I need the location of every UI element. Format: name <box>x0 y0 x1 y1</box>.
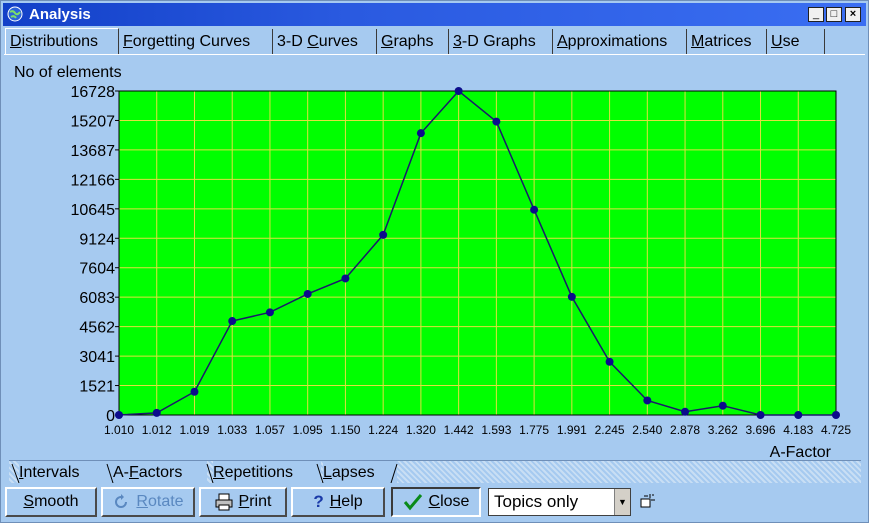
data-point <box>115 411 123 419</box>
close-button[interactable]: Close <box>391 487 481 517</box>
help-icon: ? <box>313 492 324 511</box>
distribution-panel <box>4 54 865 459</box>
subtab-lapses[interactable]: Lapses <box>323 461 397 483</box>
y-tick-label: 1521 <box>79 379 115 396</box>
tab-3d-curves[interactable]: 3-D Curves <box>273 29 377 54</box>
x-tick-label: 1.033 <box>217 423 247 437</box>
subtab-intervals[interactable]: Intervals <box>19 461 113 483</box>
smooth-button[interactable]: Smooth <box>5 487 97 517</box>
x-axis-title: A-Factor <box>770 444 832 461</box>
topics-filter-select[interactable]: Topics only ▼ <box>488 488 631 516</box>
data-point <box>567 292 576 301</box>
data-point <box>265 308 274 317</box>
window-title: Analysis <box>29 6 91 23</box>
data-point <box>832 411 840 419</box>
data-point <box>190 387 199 396</box>
data-point <box>152 408 161 417</box>
y-tick-label: 13687 <box>71 143 116 160</box>
data-point <box>341 274 350 283</box>
x-tick-label: 1.593 <box>481 423 511 437</box>
analysis-tabs: Distributions Forgetting Curves 3-D Curv… <box>5 28 865 55</box>
data-point <box>454 87 463 95</box>
plot-area <box>118 90 837 416</box>
x-tick-label: 1.150 <box>330 423 360 437</box>
x-tick-label: 1.775 <box>519 423 549 437</box>
distribution-chart: 1.010 1.012 1.019 1.033 1.057 1.095 1.150 1.224… <box>71 84 852 461</box>
y-tick-label: 3041 <box>79 349 115 366</box>
y-axis-title: No of elements <box>14 64 122 81</box>
data-point <box>303 289 312 298</box>
title-bar[interactable]: Analysis _ □ × <box>3 3 866 26</box>
y-tick-label: 0 <box>106 408 115 425</box>
printer-icon <box>215 493 233 511</box>
y-tick-label: 4562 <box>79 320 115 337</box>
options-icon[interactable] <box>639 492 657 510</box>
help-button[interactable]: ? Help <box>291 487 385 517</box>
x-tick-label: 1.320 <box>406 423 436 437</box>
y-tick-label: 6083 <box>79 290 115 307</box>
tab-3d-graphs[interactable]: 3-D Graphs <box>449 29 553 54</box>
subtab-repetitions[interactable]: Repetitions <box>213 461 321 483</box>
bottom-toolbar: Smooth Rotate Print ? Help Close <box>1 485 869 519</box>
globe-app-icon <box>7 6 23 22</box>
chevron-down-icon[interactable]: ▼ <box>614 489 630 515</box>
maximize-button[interactable]: □ <box>826 7 842 22</box>
x-tick-label: 3.696 <box>746 423 776 437</box>
y-tick-label: 7604 <box>79 261 115 278</box>
x-tick-label: 1.224 <box>368 423 398 437</box>
y-tick-label: 9124 <box>79 231 115 248</box>
data-point <box>605 357 614 366</box>
tab-graphs[interactable]: Graphs <box>377 29 449 54</box>
x-tick-label: 1.010 <box>104 423 134 437</box>
data-point <box>416 129 425 138</box>
subtab-dividers <box>11 463 398 483</box>
data-point <box>718 401 727 410</box>
x-tick-label: 1.012 <box>142 423 172 437</box>
data-point <box>756 411 765 419</box>
checkmark-icon <box>403 493 422 511</box>
x-tick-label: 4.725 <box>821 423 851 437</box>
data-point <box>643 396 652 405</box>
y-tick-label: 15207 <box>71 113 116 130</box>
series-line <box>118 89 836 416</box>
x-tick-label: 1.095 <box>293 423 323 437</box>
subtab-a-factors[interactable]: A-Factors <box>113 461 207 483</box>
data-point <box>794 411 803 419</box>
x-tick-label: 1.991 <box>557 423 587 437</box>
tab-approximations[interactable]: Approximations <box>553 29 687 54</box>
x-tick-label: 2.245 <box>595 423 625 437</box>
rotate-icon <box>115 493 128 508</box>
x-tick-label: 1.057 <box>255 423 285 437</box>
x-tick-label: 2.540 <box>632 423 662 437</box>
data-point <box>492 117 501 126</box>
rotate-button[interactable]: Rotate <box>101 487 195 517</box>
y-tick-label: 12166 <box>71 172 116 189</box>
tab-forgetting-curves[interactable]: Forgetting Curves <box>119 29 273 54</box>
data-point <box>228 317 237 326</box>
data-point <box>379 230 388 239</box>
minimize-button[interactable]: _ <box>808 7 824 22</box>
data-point <box>681 407 690 416</box>
data-point <box>530 205 539 214</box>
x-tick-label: 4.183 <box>783 423 813 437</box>
tab-use[interactable]: Use <box>767 29 825 54</box>
y-tick-label: 16728 <box>71 84 116 101</box>
print-button[interactable]: Print <box>199 487 287 517</box>
x-tick-label: 1.442 <box>444 423 474 437</box>
distribution-subtabs: Intervals A-Factors Repetitions Lapses <box>9 460 861 483</box>
topics-filter-value: Topics only <box>494 492 579 511</box>
x-tick-label: 1.019 <box>179 423 209 437</box>
x-tick-label: 3.262 <box>708 423 738 437</box>
y-tick-label: 10645 <box>71 202 116 219</box>
plot-border <box>118 90 837 416</box>
close-window-button[interactable]: × <box>845 7 861 22</box>
tab-distributions[interactable]: Distributions <box>5 28 119 55</box>
tab-matrices[interactable]: Matrices <box>687 29 767 54</box>
x-tick-label: 2.878 <box>670 423 700 437</box>
